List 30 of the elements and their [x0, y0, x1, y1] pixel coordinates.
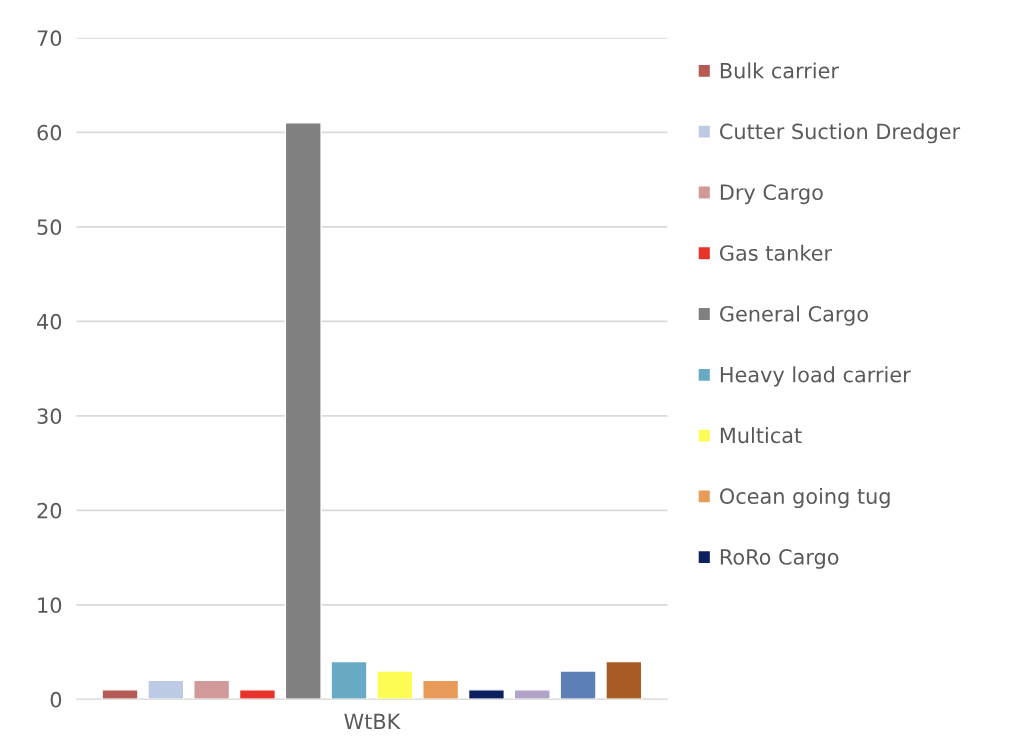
x-tick-label: WtBK [344, 713, 401, 730]
bar [605, 660, 643, 700]
legend-label: Bulk carrier [720, 62, 839, 79]
bar [467, 689, 506, 700]
y-tick-label: 60 [37, 124, 62, 141]
y-tick-label: 40 [37, 313, 62, 330]
y-tick-label: 30 [37, 408, 62, 425]
legend-label: Ocean going tug [720, 487, 890, 509]
bar [559, 670, 597, 700]
bar [376, 670, 414, 700]
y-tick-label: 0 [50, 691, 62, 708]
legend-label: RoRo Cargo [720, 549, 839, 569]
legend-label: General Cargo [720, 305, 868, 326]
bar [513, 689, 551, 700]
y-tick-label: 70 [37, 30, 62, 47]
bar [147, 679, 185, 700]
bar [101, 689, 139, 700]
legend-label: Dry Cargo [720, 184, 823, 205]
bar [330, 660, 368, 700]
legend-label: Multicat [720, 427, 802, 444]
bar [284, 122, 322, 700]
legend-label: Heavy load carrier [720, 366, 911, 387]
bar [422, 679, 460, 700]
y-tick-label: 20 [37, 502, 62, 519]
y-tick-label: 10 [38, 597, 62, 614]
bar [193, 679, 231, 700]
legend-label: Cutter Suction Dredger [720, 123, 961, 144]
legend-label: Gas tanker [720, 244, 833, 261]
bar [238, 689, 276, 700]
y-tick-label: 50 [37, 219, 62, 236]
